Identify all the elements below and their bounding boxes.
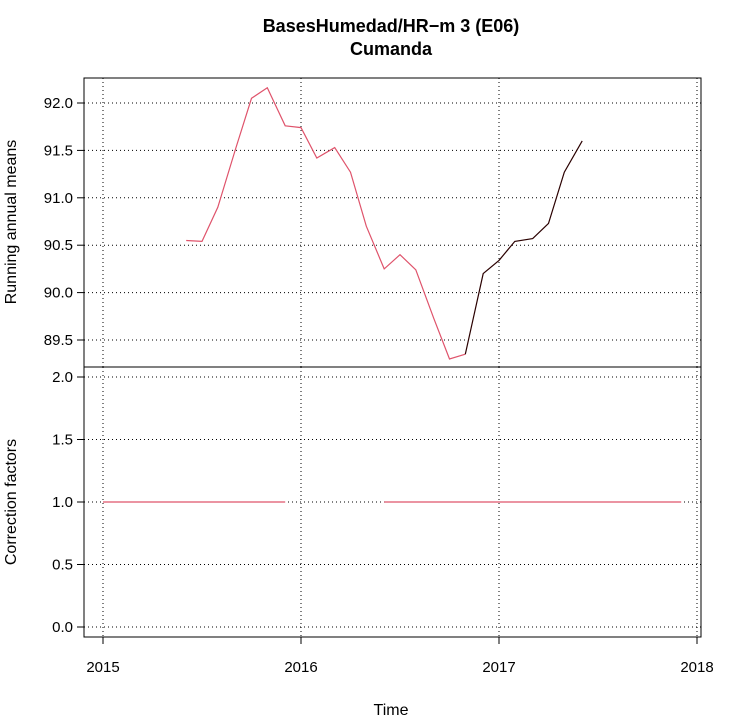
bottom-y-tick-label: 1.0 — [52, 494, 73, 511]
bottom-y-tick-label: 1.5 — [52, 432, 73, 449]
top-y-axis: 89.5 90.0 90.5 91.0 91.5 92.0 — [44, 95, 84, 349]
bottom-y-tick-label: 0.0 — [52, 619, 73, 636]
chart-subtitle: Cumanda — [350, 39, 433, 59]
bottom-y-tick-label: 0.5 — [52, 557, 73, 574]
top-y-tick-label: 90.5 — [44, 237, 73, 254]
top-panel-series — [186, 86, 583, 360]
top-series-line-2 — [464, 140, 583, 355]
top-y-tick-label: 90.0 — [44, 285, 73, 302]
top-y-tick-label: 91.0 — [44, 190, 73, 207]
top-series-line-1 — [186, 86, 466, 360]
top-y-tick-label: 89.5 — [44, 332, 73, 349]
top-y-axis-label: Running annual means — [3, 140, 20, 305]
bottom-y-axis-label: Correction factors — [3, 439, 20, 565]
bottom-y-tick-label: 2.0 — [52, 369, 73, 386]
x-axis: 2015 2016 2017 2018 — [86, 637, 714, 676]
x-tick-label: 2016 — [284, 659, 317, 676]
top-panel-frame — [83, 77, 702, 368]
chart-title: BasesHumedad/HR−m 3 (E06) — [263, 16, 520, 36]
bottom-y-axis: 0.0 0.5 1.0 1.5 2.0 — [52, 369, 84, 636]
x-tick-label: 2018 — [680, 659, 713, 676]
x-tick-label: 2015 — [86, 659, 119, 676]
top-panel-grid — [84, 78, 701, 367]
x-tick-label: 2017 — [482, 659, 515, 676]
top-y-tick-label: 92.0 — [44, 95, 73, 112]
x-axis-label: Time — [374, 702, 409, 719]
top-y-tick-label: 91.5 — [44, 142, 73, 159]
